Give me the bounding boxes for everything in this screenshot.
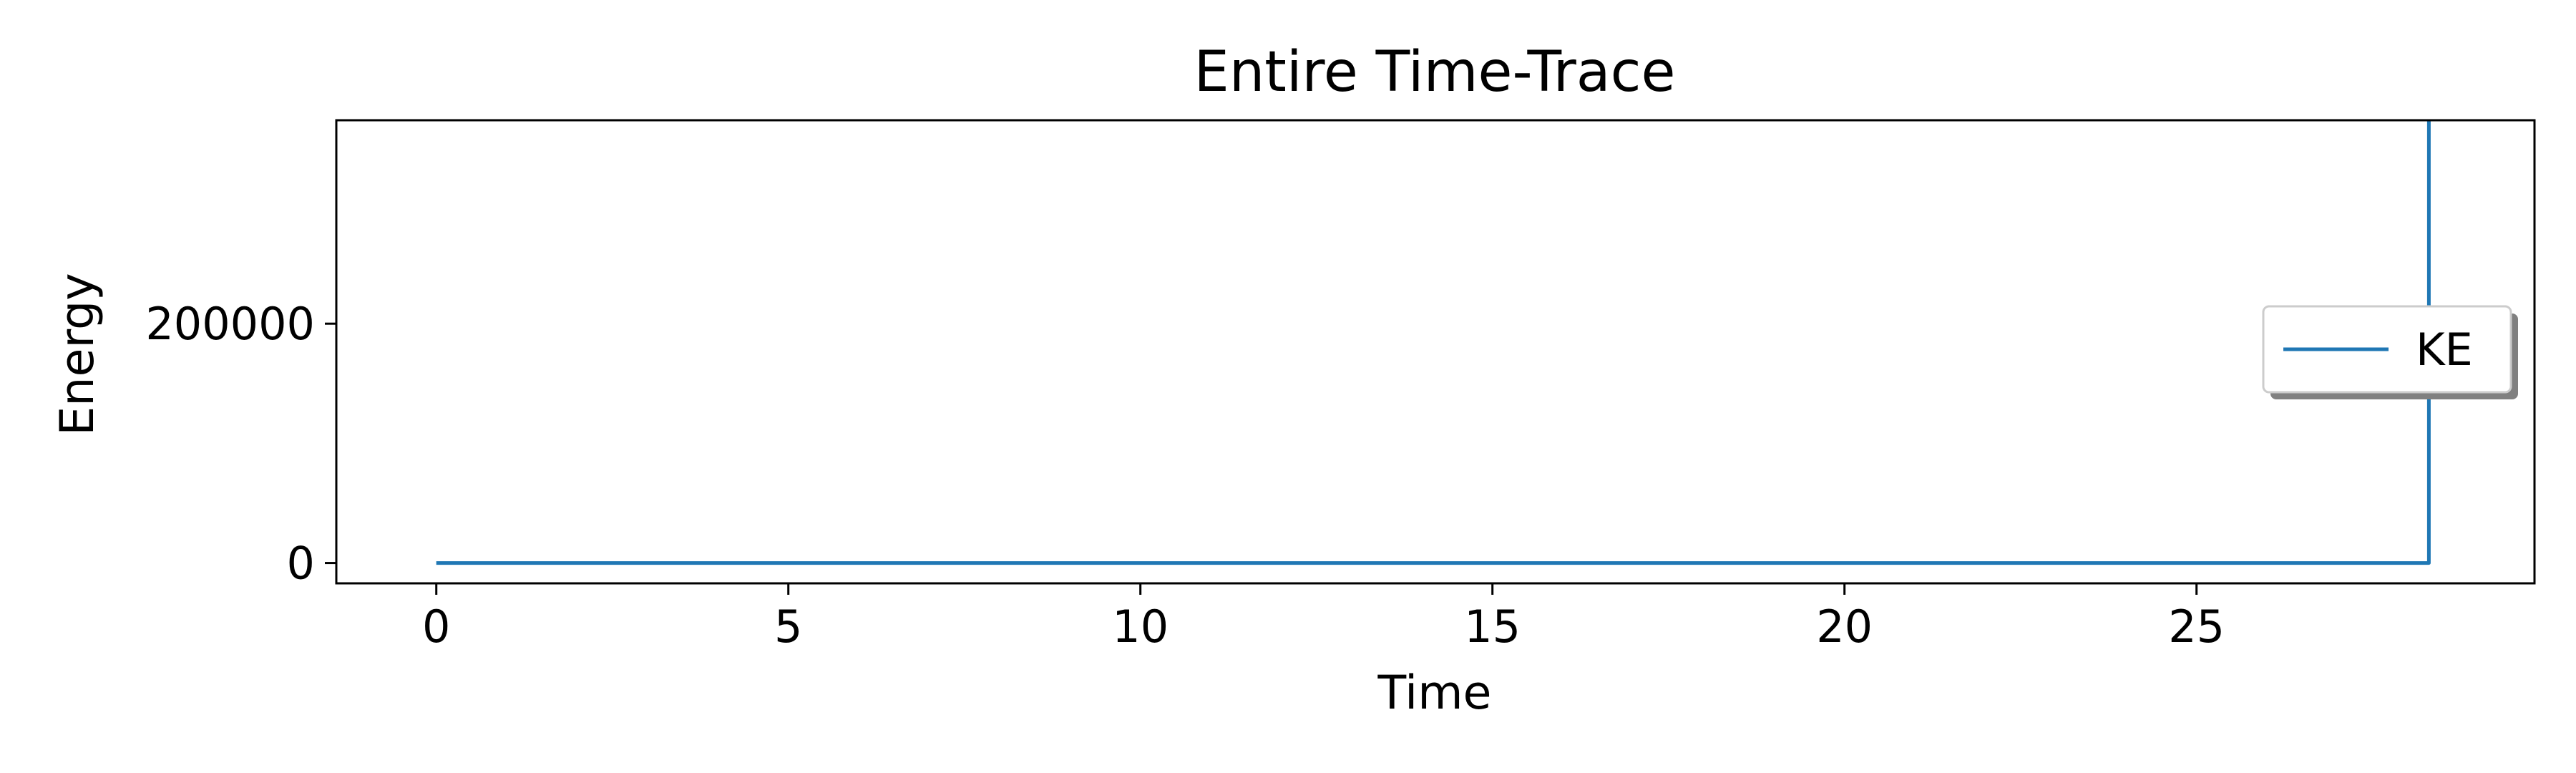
x-tick-label: 20 [1816, 601, 1873, 653]
x-tick-label: 25 [2168, 601, 2225, 653]
x-axis-label: Time [1377, 666, 1491, 720]
series-line-ke [436, 120, 2431, 565]
x-tick-label: 10 [1112, 601, 1169, 653]
y-tick-label: 200000 [145, 298, 315, 350]
chart-title: Entire Time-Trace [1194, 40, 1676, 104]
plot-area: 0 5 10 15 20 25 0 200000 [145, 119, 2536, 653]
x-tick-label: 15 [1464, 601, 1521, 653]
x-tick-label: 5 [774, 601, 802, 653]
legend: KE [2262, 305, 2518, 399]
y-axis-label: Energy [51, 273, 104, 436]
legend-label: KE [2416, 324, 2473, 376]
y-tick-label: 0 [287, 538, 315, 590]
x-tick-label: 0 [422, 601, 450, 653]
axes-frame [335, 119, 2536, 585]
